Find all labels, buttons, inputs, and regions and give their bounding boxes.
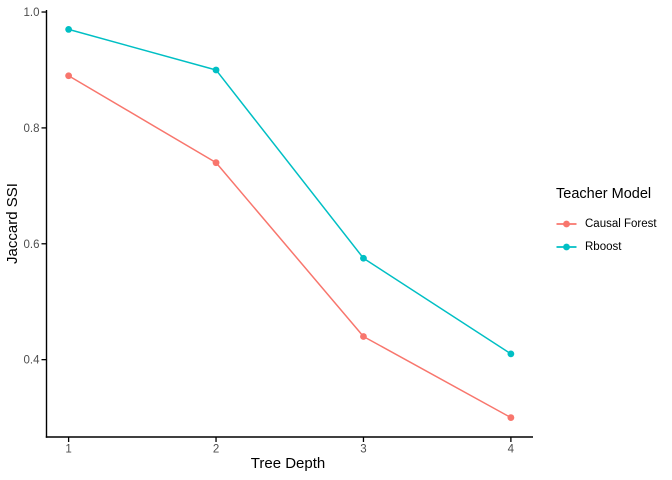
data-point-rboost [212,66,220,74]
legend-label: Rboost [585,240,622,253]
x-tick-label: 2 [213,444,219,456]
data-point-rboost [507,350,515,358]
data-point-causal-forest [360,333,367,340]
legend-item-causal-forest: Causal Forest [556,212,657,235]
data-point-causal-forest [212,159,220,167]
series-group [65,26,515,421]
y-tick-label: 0.6 [24,239,40,251]
data-point-rboost [65,26,73,33]
legend-key-line-dot-icon [556,243,577,250]
y-tick-label: 1.0 [24,7,40,19]
legend-key-line-dot-icon [556,220,577,227]
y-tick-label: 0.4 [24,355,41,367]
x-tick-label: 3 [360,444,366,456]
series-line-causal-forest [67,75,512,419]
x-tick-label: 1 [65,444,71,456]
legend-item-rboost: Rboost [556,235,657,258]
axes-group: 0.4 0.6 0.8 1.0 1 2 3 4 [24,7,533,456]
y-axis-title: Jaccard SSI [4,183,21,264]
data-point-causal-forest [65,72,73,80]
legend-label: Causal Forest [585,217,657,230]
data-point-causal-forest [507,414,515,421]
data-point-rboost [360,254,367,262]
legend: Teacher Model Causal Forest Rboost [556,186,657,258]
y-tick-label: 0.8 [24,123,40,135]
legend-title: Teacher Model [556,186,652,202]
x-axis-title: Tree Depth [251,455,325,472]
x-tick-label: 4 [508,444,515,456]
series-line-rboost [67,28,512,355]
